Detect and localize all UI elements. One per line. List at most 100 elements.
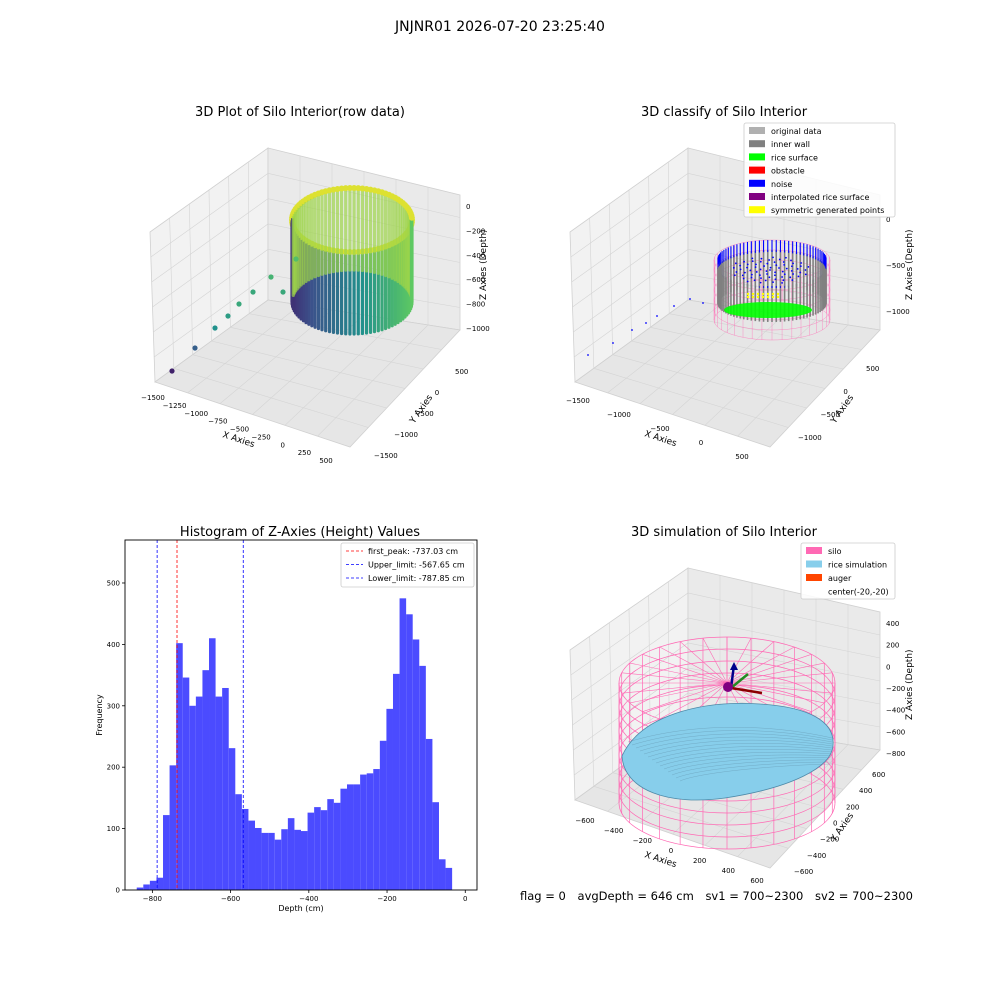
sim-legend-items: silo rice simulation auger center(-20,-20) (806, 547, 889, 597)
cls-noise-point (763, 265, 765, 267)
hist-bar (419, 665, 426, 890)
cls-noise-point (785, 267, 788, 270)
sim-y-label: Y Axies (829, 811, 857, 844)
cls-noise-point (804, 269, 807, 271)
hist-x-tick: 0 (463, 895, 467, 903)
cls-noise-point (772, 281, 774, 284)
cls-noise-point (733, 274, 736, 277)
cls-x-tick: 0 (699, 439, 703, 447)
sim-silo-spoke (726, 638, 752, 684)
raw-y-tick: 0 (435, 389, 439, 397)
sim-x-ticks: −600 −400 −200 0 200 400 600 (575, 817, 763, 885)
sim-z-tick: −400 (886, 707, 905, 715)
sim-silo-spoke (726, 662, 825, 684)
panel-raw-3d: 3D Plot of Silo Interior(row data) −1500… (141, 105, 490, 465)
sim-y-tick: −200 (820, 836, 839, 844)
cls-z-tick: 0 (886, 216, 890, 224)
cls-noise-point (782, 279, 785, 282)
cls-legend-label: inner wall (771, 140, 810, 149)
sim-silo-spoke (642, 682, 728, 712)
sim-x-tick: 200 (693, 857, 706, 865)
auger-arrow-x (730, 686, 763, 695)
sim-rice-mesh-line (675, 761, 833, 779)
sim-legend-label: silo (828, 547, 842, 556)
cls-noise-point (753, 279, 756, 282)
hist-bar (307, 812, 315, 890)
hist-legend-label: Lower_limit: -787.85 cm (368, 574, 465, 583)
sim-silo-spoke (629, 662, 728, 684)
hist-bar (222, 687, 229, 890)
hist-bar (156, 877, 164, 890)
cls-x-tick: −1500 (566, 397, 590, 405)
sim-rice-body (621, 703, 834, 801)
cls-noise-point (785, 256, 787, 259)
sim-silo-spoke (679, 641, 728, 684)
cls-z-ticks: 0 −500 −1000 (886, 216, 910, 316)
cls-outlier-point (587, 354, 589, 356)
cls-noise-point (774, 274, 776, 277)
hist-bar (373, 769, 380, 890)
hist-y-label: Frequency (95, 694, 104, 736)
hist-y-tick: 200 (107, 764, 120, 772)
hist-bar (255, 827, 262, 890)
cls-noise-point (778, 267, 780, 269)
sim-silo-spoke (621, 682, 728, 694)
sim-legend-label: center(-20,-20) (828, 588, 889, 597)
sim-x-tick: 0 (669, 847, 673, 855)
cls-noise-point (768, 259, 771, 261)
sim-silo-spoke (621, 672, 728, 684)
raw-z-ticks: 0 −200 −400 −600 −800 −1000 (466, 203, 490, 333)
cls-noise-point (750, 273, 753, 276)
cls-noise-point (796, 267, 799, 270)
sim-z-ticks: 400 200 0 −200 −400 −600 −800 (886, 620, 905, 758)
sim-z-tick: −800 (886, 750, 905, 758)
cls-noise-point (749, 269, 752, 272)
cls-symmetric-point (771, 292, 775, 296)
cls-z-tick: −1000 (886, 308, 910, 316)
cls-legend-swatch (749, 140, 765, 148)
raw-point (212, 325, 218, 331)
hist-bar (261, 832, 269, 890)
cls-noise-point (790, 259, 792, 262)
raw-y-ticks: −1500 −1000 −500 0 500 (374, 368, 468, 460)
cls-y-tick: −500 (821, 411, 840, 419)
hist-bar (425, 738, 433, 890)
hist-y-tick: 100 (107, 825, 120, 833)
cls-legend-swatch (749, 166, 765, 174)
raw-top-point (346, 185, 353, 192)
raw-x-tick: −500 (230, 426, 249, 434)
cls-legend-label: interpolated rice surface (771, 193, 869, 202)
raw-x-tick: −1000 (184, 410, 208, 418)
hist-y-ticks: 0 100 200 300 400 500 (107, 579, 125, 895)
cls-legend-label: obstacle (771, 167, 805, 176)
cls-noise-point (751, 260, 754, 263)
cls-symmetric-point (751, 295, 755, 299)
panel-raw-title: 3D Plot of Silo Interior(row data) (195, 105, 405, 120)
sim-legend-label: auger (828, 574, 852, 583)
sim-y-tick: −600 (794, 868, 813, 876)
sim-rice-mesh-line (651, 746, 833, 761)
cls-y-ticks: −1000 −500 0 500 (798, 365, 879, 442)
sim-silo-spoke (726, 682, 812, 712)
raw-point (225, 313, 231, 319)
cls-noise-point (778, 258, 781, 261)
hist-legend: first_peak: -737.03 cm Upper_limit: -567.… (340, 542, 475, 588)
hist-bar (209, 638, 216, 890)
status-line: flag = 0 avgDepth = 646 cm sv1 = 700~230… (520, 889, 921, 903)
hist-x-tick: −200 (377, 895, 396, 903)
cls-legend: original data inner wall rice surface obsta… (743, 122, 896, 218)
sim-title: 3D simulation of Silo Interior (631, 525, 818, 540)
cls-x-tick: 500 (735, 453, 748, 461)
cls-noise-point (781, 276, 784, 278)
sim-x-tick: 400 (722, 867, 735, 875)
hist-bar (399, 598, 407, 890)
raw-x-tick: 250 (298, 449, 311, 457)
raw-x-tick: 500 (319, 457, 332, 465)
hist-bar (327, 799, 334, 890)
raw-y-tick: −1000 (394, 431, 418, 439)
sim-legend-swatch (806, 547, 822, 554)
panel-simulation-3d: 3D simulation of Silo Interior −600 −400 −… (569, 525, 915, 885)
sim-rice-mesh-line (639, 736, 833, 752)
cls-noise-point (773, 261, 776, 264)
raw-z-tick: 0 (466, 203, 470, 211)
